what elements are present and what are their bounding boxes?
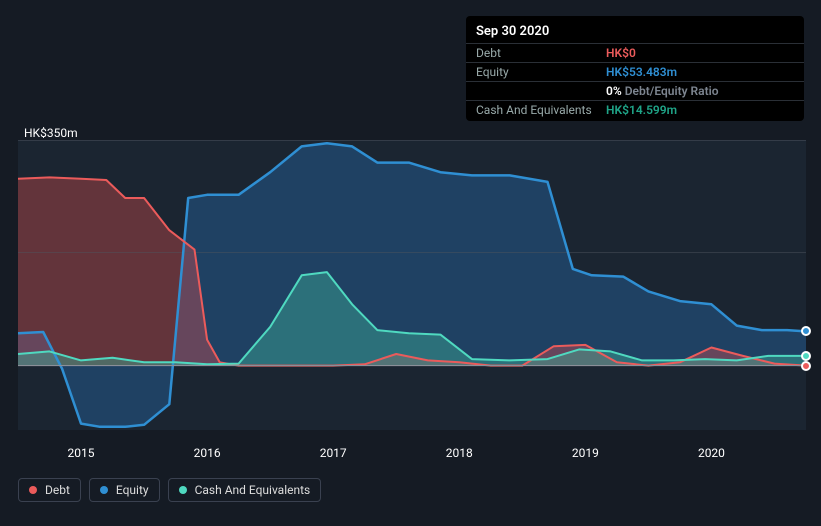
tooltip-row-label: Equity [476,65,606,79]
tooltip-row-value: 0% Debt/Equity Ratio [606,84,719,98]
chart-svg [18,140,806,430]
x-axis-labels: 2015 2016 2017 2018 2019 2020 [18,446,806,466]
x-axis-label: 2017 [320,446,347,460]
plot-area[interactable] [18,140,806,430]
tooltip-row-value: HK$53.483m [606,65,677,79]
data-tooltip: Sep 30 2020 DebtHK$0EquityHK$53.483m0% D… [466,16,804,121]
legend-dot-icon [100,486,108,494]
y-axis-label: HK$350m [24,126,78,140]
legend-item-cash-and-equivalents[interactable]: Cash And Equivalents [168,478,322,502]
legend-label: Debt [45,483,70,497]
legend-label: Cash And Equivalents [195,483,311,497]
tooltip-row: DebtHK$0 [466,43,804,62]
legend-dot-icon [29,486,37,494]
end-marker-debt [801,361,811,371]
end-marker-cash [801,351,811,361]
tooltip-row-label: Debt [476,46,606,60]
tooltip-date: Sep 30 2020 [466,22,804,43]
tooltip-row: EquityHK$53.483m [466,62,804,81]
legend-label: Equity [116,483,149,497]
x-axis-label: 2020 [698,446,725,460]
x-axis-label: 2016 [194,446,221,460]
x-axis-label: 2019 [572,446,599,460]
legend-item-equity[interactable]: Equity [89,478,160,502]
tooltip-row-label: Cash And Equivalents [476,103,606,117]
legend-dot-icon [179,486,187,494]
x-axis-label: 2015 [68,446,95,460]
chart-container: Sep 30 2020 DebtHK$0EquityHK$53.483m0% D… [0,0,821,526]
tooltip-row-value: HK$0 [606,46,636,60]
legend: Debt Equity Cash And Equivalents [18,478,321,502]
end-marker-equity [801,326,811,336]
tooltip-row-value: HK$14.599m [606,103,677,117]
tooltip-row: Cash And EquivalentsHK$14.599m [466,100,804,119]
tooltip-row: 0% Debt/Equity Ratio [466,81,804,100]
legend-item-debt[interactable]: Debt [18,478,81,502]
x-axis-label: 2018 [446,446,473,460]
